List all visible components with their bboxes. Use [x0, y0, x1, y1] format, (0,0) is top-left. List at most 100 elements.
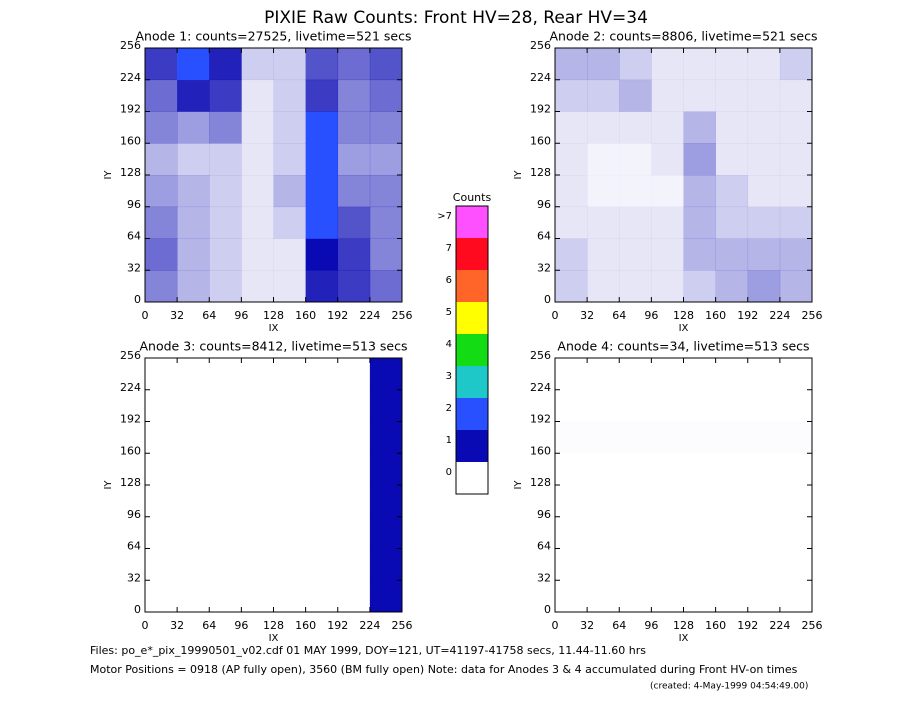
heatmap-cell — [241, 390, 273, 422]
heatmap-cell — [555, 206, 588, 239]
colorbar-label: 0 — [446, 467, 452, 478]
heatmap-cell — [587, 143, 620, 176]
heatmap-cell — [651, 206, 684, 239]
x-tick-label: 192 — [737, 619, 758, 632]
heatmap-cell — [587, 111, 620, 144]
colorbar-swatch — [456, 238, 488, 270]
x-tick-label: 256 — [392, 309, 413, 322]
heatmap-cell — [651, 549, 683, 581]
heatmap-cell — [305, 79, 339, 112]
heatmap-cell — [587, 238, 620, 271]
heatmap-cell — [780, 517, 812, 549]
heatmap-cell — [338, 549, 370, 581]
heatmap-cell — [715, 79, 749, 112]
x-axis-label: IX — [269, 633, 279, 644]
x-tick-label: 256 — [802, 309, 823, 322]
y-tick-label: 64 — [537, 230, 551, 243]
x-tick-label: 160 — [295, 619, 316, 632]
heatmap-cell — [369, 79, 403, 112]
heatmap-cell — [780, 422, 812, 454]
heatmap-cell — [716, 485, 748, 517]
heatmap-cell — [274, 485, 306, 517]
colorbar-swatch — [456, 270, 488, 302]
heatmap-cell — [273, 48, 306, 81]
heatmap-cell — [555, 390, 587, 422]
heatmap-cell — [748, 580, 780, 612]
heatmap-cell — [748, 453, 780, 485]
heatmap-cell — [780, 485, 812, 517]
heatmap-cell — [748, 422, 780, 454]
heatmap-cell — [273, 111, 306, 144]
heatmap-cell — [780, 453, 812, 485]
heatmap-cell — [780, 549, 812, 581]
heatmap-cell — [274, 453, 306, 485]
heatmap-cell — [779, 206, 813, 239]
heatmap-cell — [369, 389, 403, 422]
x-axis-label: IX — [679, 323, 689, 334]
y-tick-label: 0 — [134, 293, 141, 306]
heatmap-cell — [555, 270, 588, 303]
heatmap-cell — [779, 238, 813, 271]
y-tick-label: 128 — [120, 476, 141, 489]
heatmap-cell — [716, 358, 748, 390]
heatmap-cell — [619, 175, 652, 208]
heatmap-cell — [369, 175, 403, 208]
heatmap-cell — [145, 549, 177, 581]
heatmap-cell — [587, 453, 619, 485]
heatmap-cell — [177, 580, 209, 612]
heatmap-cell — [715, 143, 749, 176]
heatmap-cell — [177, 111, 210, 144]
heatmap-cell — [241, 549, 273, 581]
heatmap-cell — [555, 358, 587, 390]
y-tick-label: 96 — [127, 508, 141, 521]
colorbar-swatch — [456, 302, 488, 334]
x-tick-label: 256 — [802, 619, 823, 632]
x-tick-label: 32 — [580, 309, 594, 322]
heatmap-cell — [716, 580, 748, 612]
page-title: PIXIE Raw Counts: Front HV=28, Rear HV=3… — [264, 8, 648, 28]
heatmap-cell — [145, 453, 177, 485]
heatmap-cell — [177, 517, 209, 549]
x-tick-label: 0 — [552, 619, 559, 632]
heatmap-cell — [274, 390, 306, 422]
heatmap-cell — [273, 175, 306, 208]
heatmap-cell — [337, 79, 371, 112]
y-tick-label: 96 — [537, 198, 551, 211]
y-tick-label: 64 — [127, 230, 141, 243]
heatmap-cell — [619, 580, 651, 612]
heatmap-cell — [619, 238, 652, 271]
heatmap-cell — [337, 238, 371, 271]
heatmap-cell — [177, 270, 210, 303]
x-tick-label: 64 — [202, 619, 216, 632]
heatmap-cell — [306, 390, 338, 422]
x-tick-label: 256 — [392, 619, 413, 632]
y-tick-label: 0 — [544, 603, 551, 616]
heatmap-cell — [651, 175, 684, 208]
heatmap-cell — [716, 422, 748, 454]
heatmap-cell — [305, 206, 339, 239]
heatmap-cell — [209, 580, 241, 612]
heatmap-cell — [306, 485, 338, 517]
heatmap-cell — [209, 48, 242, 81]
heatmap-cell — [274, 358, 306, 390]
y-tick-label: 224 — [120, 71, 141, 84]
heatmap-cell — [555, 485, 587, 517]
x-tick-label: 0 — [142, 619, 149, 632]
y-tick-label: 192 — [120, 413, 141, 426]
heatmap-cell — [177, 358, 209, 390]
heatmap-cell — [241, 358, 273, 390]
y-tick-label: 96 — [127, 198, 141, 211]
colorbar-swatch — [456, 334, 488, 366]
heatmap-cell — [209, 422, 241, 454]
heatmap-cell — [209, 517, 241, 549]
heatmap-cell — [306, 580, 338, 612]
heatmap-cell — [780, 390, 812, 422]
heatmap-cell — [619, 453, 651, 485]
heatmap-cell — [715, 175, 749, 208]
heatmap-cell — [337, 111, 371, 144]
y-tick-label: 64 — [127, 540, 141, 553]
x-tick-label: 224 — [359, 619, 380, 632]
heatmap-cell — [338, 580, 370, 612]
x-tick-label: 128 — [263, 619, 284, 632]
